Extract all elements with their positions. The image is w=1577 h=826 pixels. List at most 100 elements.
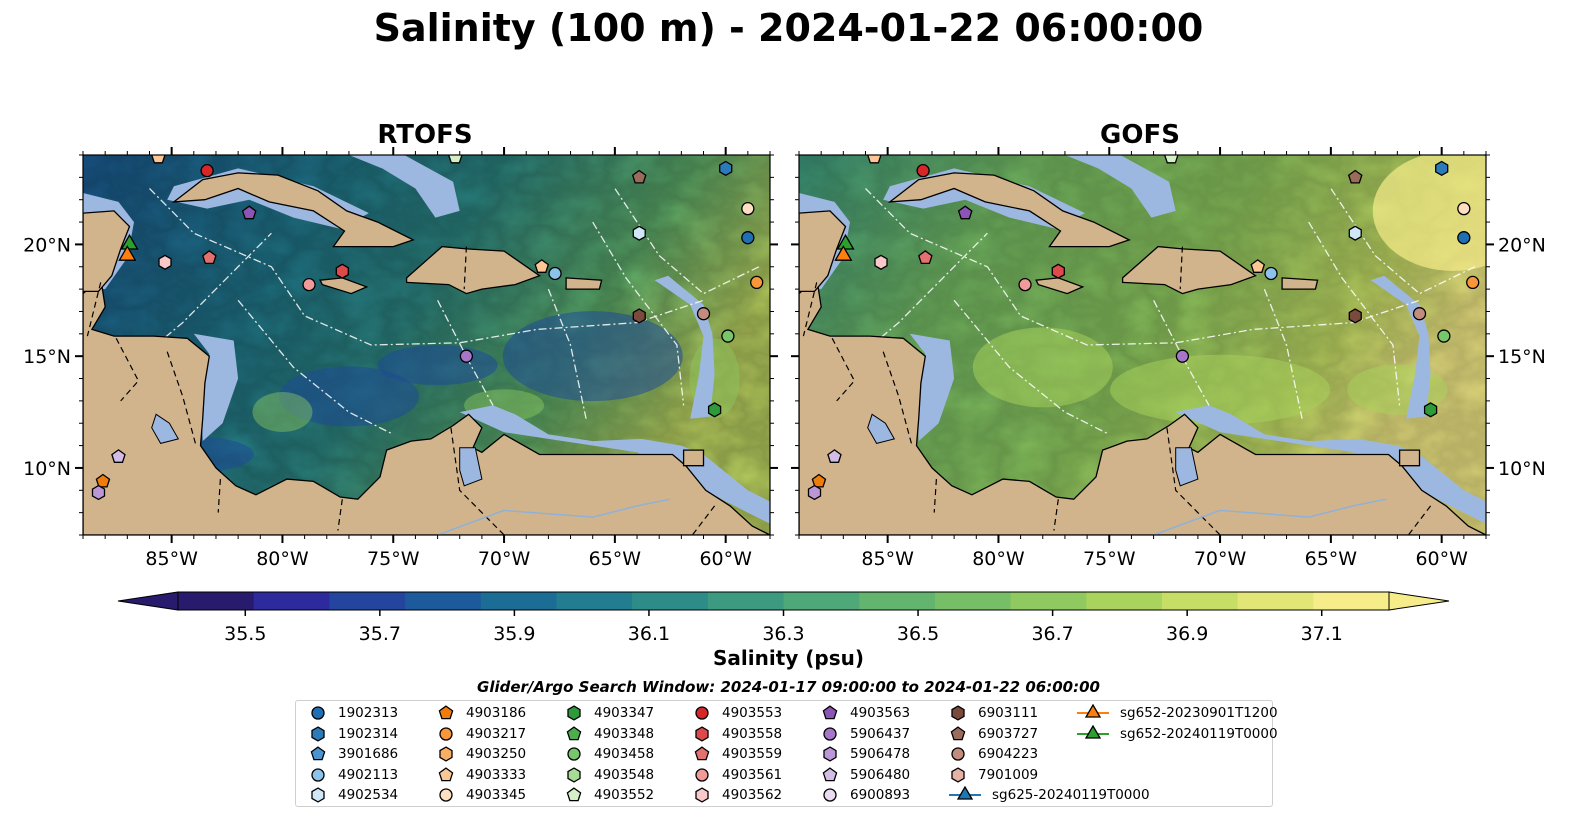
lat-tick-label: 20°N	[1498, 234, 1546, 256]
legend-marker-icon	[695, 706, 709, 720]
marker-6904223	[1412, 307, 1427, 321]
marker-4903558	[335, 263, 349, 279]
marker-4903333	[534, 259, 550, 273]
marker-4902534	[1348, 225, 1362, 241]
colorbar-tick-label: 35.7	[359, 623, 401, 645]
legend-label: 5906478	[850, 746, 911, 762]
colorbar-segment	[859, 592, 936, 610]
marker-4903563	[241, 205, 257, 220]
legend-marker	[311, 787, 325, 803]
lon-tick-label: 75°W	[367, 548, 420, 570]
colorbar-tick-label: 36.1	[628, 623, 670, 645]
legend-marker-icon	[823, 746, 837, 762]
colorbar-segment	[480, 592, 557, 610]
marker-4903562	[158, 254, 172, 270]
marker-4902534	[632, 225, 646, 241]
legend-label: 1902314	[338, 725, 399, 742]
legend-marker	[695, 767, 709, 782]
legend-marker-icon	[694, 746, 710, 761]
legend-item: 4903553	[692, 703, 782, 723]
legend-label: 4903548	[594, 766, 655, 783]
legend-item: 5906478	[820, 744, 910, 764]
legend-item: sg652-20230901T1200	[1076, 703, 1278, 723]
colorbar-tick-label: 35.9	[493, 623, 535, 645]
legend-label: 1902313	[338, 705, 399, 721]
shelf-venezuela	[1175, 405, 1486, 524]
legend-marker	[823, 726, 837, 741]
legend-marker-icon	[822, 766, 838, 781]
marker-4902113	[1264, 266, 1278, 281]
marker-4903333	[151, 155, 166, 164]
marker-5906437	[459, 349, 474, 363]
marker-4902113	[548, 266, 562, 281]
legend-marker	[567, 747, 581, 761]
colorbar-label: Salinity (psu)	[712, 646, 864, 670]
legend-marker	[566, 725, 582, 740]
marker-4903553	[200, 163, 214, 178]
legend-marker-icon	[438, 705, 454, 720]
legend-label: 4903558	[722, 725, 783, 742]
legend-label: 4903348	[594, 725, 655, 742]
marker-4903553	[916, 163, 930, 178]
lat-tick-label: 15°N	[1498, 346, 1546, 368]
marker-4903458	[1437, 329, 1451, 343]
shelf-nicaragua	[193, 333, 239, 442]
marker-4903559	[202, 250, 217, 265]
colorbar-extend-high	[1388, 591, 1450, 611]
legend-marker	[567, 766, 581, 783]
legend-item: 4903348	[564, 724, 654, 744]
legend-item: 4903548	[564, 765, 654, 785]
legend-item: 4903552	[564, 785, 654, 805]
legend-marker-icon	[695, 767, 709, 782]
legend-item: 1902314	[308, 724, 398, 744]
legend-item: 4902113	[308, 765, 398, 785]
legend-marker	[822, 766, 838, 781]
marker-sg652-20230901T1200	[118, 245, 137, 261]
marker-4903562	[874, 254, 888, 270]
colorbar-segment	[783, 592, 860, 610]
marker-4903217	[1466, 275, 1480, 290]
legend-label: 4903345	[466, 787, 527, 803]
legend-marker-icon	[567, 705, 581, 721]
legend-label: sg652-20240119T0000	[1120, 725, 1278, 742]
legend-label: 4903553	[722, 705, 783, 721]
legend-marker-icon	[1077, 724, 1109, 739]
marker-4903558	[1051, 263, 1065, 279]
lat-tick-label: 20°N	[23, 234, 71, 256]
marker-4903347	[707, 402, 722, 418]
marker-6903727	[631, 169, 647, 184]
lon-tick-label: 75°W	[1083, 548, 1136, 570]
panel-title-gofs: GOFS	[1100, 120, 1180, 150]
marker-6903727	[1347, 169, 1363, 184]
legend-item: sg652-20240119T0000	[1076, 724, 1278, 744]
land-puertorico	[1281, 277, 1319, 290]
colorbar-segment	[556, 592, 633, 610]
legend-marker-icon	[311, 725, 325, 742]
colorbar-segment	[405, 592, 482, 610]
legend-item: 7901009	[948, 765, 1038, 785]
legend-marker	[566, 787, 582, 802]
colorbar-segment	[253, 592, 330, 610]
marker-5906480	[827, 449, 842, 463]
legend-marker	[823, 746, 837, 762]
legend-label: 6904223	[978, 746, 1039, 762]
legend-marker-icon	[311, 787, 325, 803]
legend-marker	[311, 725, 325, 742]
legend-marker-icon	[951, 705, 965, 721]
lat-tick-label: 10°N	[1498, 458, 1546, 480]
legend-label: 4903458	[594, 746, 655, 762]
legend-label: 5906480	[850, 766, 911, 783]
legend-item: 6900893	[820, 785, 910, 805]
lon-tick-label: 85°W	[861, 548, 914, 570]
colorbar-segment	[329, 592, 406, 610]
marker-6903111	[1348, 308, 1362, 324]
legend-marker-icon	[949, 786, 981, 800]
legend-marker-icon	[951, 747, 965, 761]
marker-1902314	[1435, 160, 1449, 177]
legend-label: 6900893	[850, 787, 911, 803]
legend-marker-icon	[438, 766, 454, 781]
colorbar-tick-label: 36.3	[762, 623, 804, 645]
shelf-venezuela	[459, 405, 770, 524]
lon-tick-label: 70°W	[1194, 548, 1247, 570]
lon-tick-label: 80°W	[256, 548, 309, 570]
